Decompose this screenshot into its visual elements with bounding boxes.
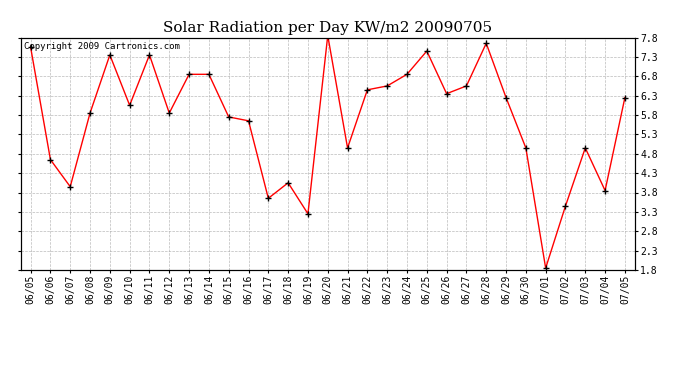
Text: Copyright 2009 Cartronics.com: Copyright 2009 Cartronics.com [23,42,179,51]
Title: Solar Radiation per Day KW/m2 20090705: Solar Radiation per Day KW/m2 20090705 [164,21,492,35]
